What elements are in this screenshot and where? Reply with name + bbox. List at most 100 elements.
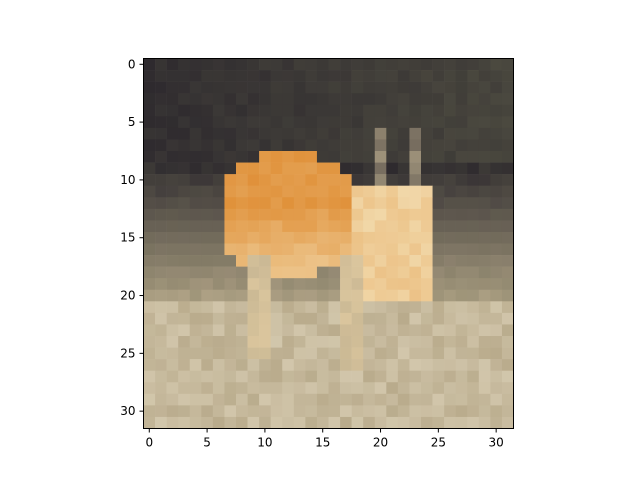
image-pixel bbox=[270, 127, 283, 140]
image-pixel bbox=[259, 347, 271, 360]
image-pixel bbox=[386, 185, 399, 198]
image-pixel bbox=[490, 393, 503, 406]
image-pixel bbox=[363, 278, 376, 291]
image-pixel bbox=[212, 289, 225, 302]
image-pixel bbox=[259, 70, 271, 82]
image-pixel bbox=[155, 139, 167, 152]
image-pixel bbox=[224, 393, 237, 406]
x-tick-label: 20 bbox=[373, 436, 388, 450]
image-pixel bbox=[490, 185, 503, 198]
image-pixel bbox=[293, 289, 306, 302]
image-pixel bbox=[212, 370, 225, 383]
image-pixel bbox=[166, 336, 179, 348]
image-pixel bbox=[432, 139, 445, 152]
image-pixel bbox=[259, 81, 271, 94]
image-pixel bbox=[455, 255, 468, 267]
image-pixel bbox=[363, 197, 376, 210]
image-pixel bbox=[178, 370, 191, 383]
image-pixel bbox=[282, 139, 295, 152]
image-pixel bbox=[374, 185, 387, 198]
image-pixel bbox=[328, 162, 341, 175]
image-pixel bbox=[236, 416, 248, 429]
image-pixel bbox=[478, 370, 491, 383]
image-pixel bbox=[444, 416, 456, 429]
image-pixel bbox=[421, 208, 433, 221]
image-pixel bbox=[467, 336, 480, 348]
image-pixel bbox=[247, 255, 260, 267]
image-pixel bbox=[478, 174, 491, 186]
image-pixel bbox=[363, 382, 376, 395]
image-pixel bbox=[397, 127, 410, 140]
image-pixel bbox=[444, 127, 456, 140]
image-pixel bbox=[409, 312, 422, 325]
image-pixel bbox=[455, 104, 468, 117]
image-pixel bbox=[259, 116, 271, 129]
image-pixel bbox=[386, 266, 399, 279]
image-pixel bbox=[386, 278, 399, 291]
image-pixel bbox=[201, 116, 214, 129]
x-tick-label: 30 bbox=[489, 436, 504, 450]
image-pixel bbox=[282, 174, 295, 186]
image-pixel bbox=[166, 151, 179, 163]
image-pixel bbox=[178, 197, 191, 210]
image-pixel bbox=[316, 336, 329, 348]
image-pixel bbox=[201, 58, 214, 71]
image-pixel bbox=[212, 324, 225, 337]
image-pixel bbox=[282, 116, 295, 129]
image-pixel bbox=[270, 104, 283, 117]
image-pixel bbox=[432, 104, 445, 117]
image-pixel bbox=[363, 324, 376, 337]
image-pixel bbox=[374, 220, 387, 233]
image-pixel bbox=[178, 139, 191, 152]
image-pixel bbox=[143, 58, 156, 71]
image-pixel bbox=[467, 231, 480, 244]
image-pixel bbox=[340, 127, 352, 140]
image-pixel bbox=[143, 324, 156, 337]
image-pixel bbox=[328, 185, 341, 198]
image-pixel bbox=[305, 70, 318, 82]
image-pixel bbox=[224, 278, 237, 291]
image-pixel bbox=[282, 289, 295, 302]
image-pixel bbox=[386, 393, 399, 406]
image-pixel bbox=[351, 370, 364, 383]
image-pixel bbox=[143, 81, 156, 94]
image-pixel bbox=[178, 347, 191, 360]
image-pixel bbox=[305, 243, 318, 256]
image-pixel bbox=[282, 405, 295, 418]
image-pixel bbox=[432, 324, 445, 337]
image-pixel bbox=[155, 336, 167, 348]
image-pixel bbox=[409, 127, 422, 140]
image-pixel bbox=[409, 208, 422, 221]
image-pixel bbox=[490, 382, 503, 395]
image-pixel bbox=[282, 266, 295, 279]
y-tick-label: 20 bbox=[120, 289, 135, 303]
image-pixel bbox=[212, 58, 225, 71]
image-pixel bbox=[293, 185, 306, 198]
image-pixel bbox=[374, 289, 387, 302]
image-pixel bbox=[490, 231, 503, 244]
image-pixel bbox=[421, 370, 433, 383]
image-pixel bbox=[201, 312, 214, 325]
image-pixel bbox=[432, 278, 445, 291]
image-pixel bbox=[363, 116, 376, 129]
image-pixel bbox=[143, 174, 156, 186]
image-pixel bbox=[201, 104, 214, 117]
image-pixel bbox=[490, 347, 503, 360]
image-pixel bbox=[293, 220, 306, 233]
image-pixel bbox=[166, 116, 179, 129]
image-pixel bbox=[490, 220, 503, 233]
image-pixel bbox=[328, 220, 341, 233]
image-pixel bbox=[397, 266, 410, 279]
y-tick-label: 5 bbox=[128, 115, 136, 129]
image-pixel bbox=[351, 231, 364, 244]
image-pixel bbox=[444, 255, 456, 267]
image-pixel bbox=[293, 139, 306, 152]
x-tick-label: 0 bbox=[145, 436, 153, 450]
image-pixel bbox=[374, 162, 387, 175]
image-pixel bbox=[374, 231, 387, 244]
image-pixel bbox=[224, 58, 237, 71]
image-pixel bbox=[155, 359, 167, 371]
image-pixel bbox=[467, 278, 480, 291]
image-pixel bbox=[247, 289, 260, 302]
